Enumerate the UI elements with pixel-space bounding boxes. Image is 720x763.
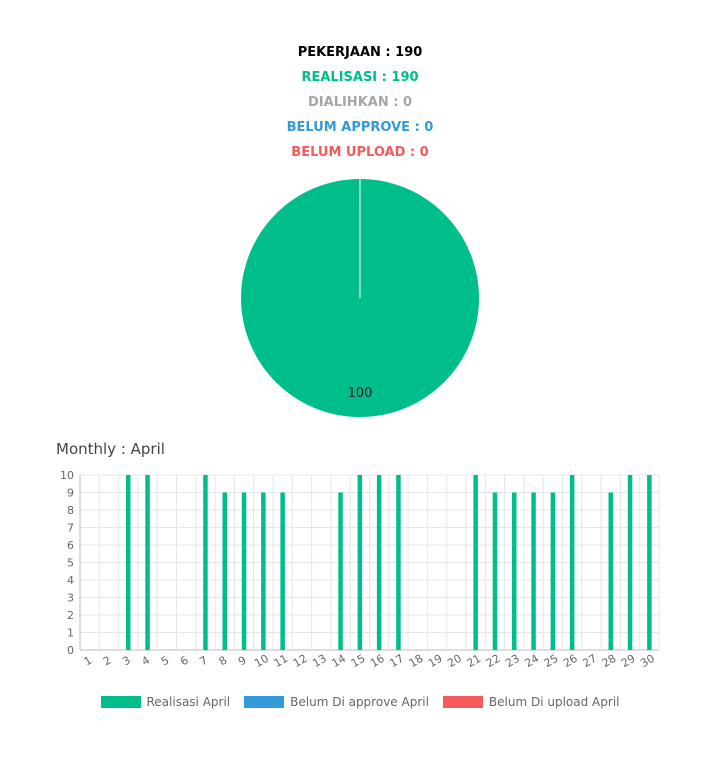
x-tick-label: 19 (426, 652, 445, 670)
y-tick-label: 2 (67, 609, 74, 622)
bar[interactable] (338, 492, 343, 651)
summary-stats: PEKERJAAN : 190 REALISASI : 190 DIALIHKA… (0, 40, 720, 165)
legend-label-realisasi: Realisasi April (146, 695, 231, 709)
x-tick-label: 17 (387, 652, 406, 670)
bar[interactable] (608, 492, 614, 651)
stat-belum-approve: BELUM APPROVE : 0 (286, 120, 434, 135)
bar[interactable] (357, 475, 363, 650)
stat-pekerjaan: PEKERJAAN : 190 (297, 45, 423, 60)
bar[interactable] (126, 475, 131, 650)
x-tick-label: 24 (522, 652, 541, 670)
x-tick-label: 18 (407, 652, 426, 670)
bar[interactable] (531, 492, 536, 651)
x-tick-label: 4 (140, 654, 153, 669)
x-tick-label: 27 (580, 652, 599, 670)
y-tick-label: 1 (67, 627, 74, 640)
pie-slice-label: 100 (348, 386, 373, 401)
legend-item-realisasi[interactable]: Realisasi April (100, 695, 231, 709)
bar[interactable] (261, 492, 266, 651)
y-tick-label: 8 (67, 504, 74, 517)
x-tick-label: 7 (197, 654, 210, 669)
chart-legend: Realisasi April Belum Di approve April B… (0, 695, 720, 709)
bar[interactable] (203, 475, 208, 650)
bar[interactable] (396, 475, 401, 650)
bar[interactable] (376, 475, 382, 650)
bar[interactable] (550, 492, 556, 651)
y-tick-label: 4 (67, 574, 74, 587)
legend-label-belum-upload: Belum Di upload April (488, 695, 620, 709)
legend-label-belum-approve: Belum Di approve April (290, 695, 429, 709)
x-tick-label: 1 (82, 654, 95, 669)
x-tick-label: 21 (465, 652, 484, 670)
bar[interactable] (222, 492, 228, 651)
y-tick-label: 0 (67, 644, 74, 657)
bar[interactable] (512, 492, 517, 651)
x-tick-label: 11 (272, 652, 291, 670)
x-tick-label: 9 (236, 654, 249, 669)
bar[interactable] (492, 492, 498, 651)
y-tick-label: 5 (67, 557, 74, 570)
legend-swatch-belum-approve (244, 696, 285, 708)
monthly-title: Monthly : April (56, 440, 165, 458)
y-tick-label: 6 (67, 539, 74, 552)
x-tick-label: 20 (445, 652, 464, 670)
x-tick-label: 16 (368, 652, 387, 670)
legend-item-belum-upload[interactable]: Belum Di upload April (442, 695, 620, 709)
bar[interactable] (241, 492, 247, 651)
x-tick-label: 26 (561, 652, 580, 670)
x-tick-label: 15 (349, 652, 368, 670)
legend-swatch-realisasi (100, 696, 141, 708)
x-tick-label: 5 (159, 654, 172, 669)
y-tick-label: 3 (67, 592, 74, 605)
x-tick-label: 30 (638, 652, 657, 670)
bar[interactable] (647, 475, 652, 650)
x-tick-label: 22 (484, 652, 503, 670)
bar[interactable] (280, 492, 285, 651)
stat-realisasi: REALISASI : 190 (301, 70, 419, 85)
stat-dialihkan: DIALIHKAN : 0 (308, 95, 412, 110)
bar[interactable] (627, 475, 633, 650)
x-tick-label: 2 (101, 654, 114, 669)
x-tick-label: 28 (600, 652, 619, 670)
x-tick-label: 12 (291, 652, 310, 670)
x-tick-label: 29 (619, 652, 638, 670)
x-tick-label: 25 (542, 652, 561, 670)
y-tick-label: 9 (67, 487, 74, 500)
x-tick-label: 10 (252, 652, 271, 670)
legend-swatch-belum-upload (442, 696, 483, 708)
legend-item-belum-approve[interactable]: Belum Di approve April (244, 695, 429, 709)
x-tick-label: 14 (329, 652, 348, 670)
pie-chart[interactable]: 100 (0, 170, 720, 425)
bar[interactable] (473, 475, 478, 650)
y-tick-label: 10 (60, 469, 74, 482)
x-tick-label: 23 (503, 652, 522, 670)
x-tick-label: 6 (178, 654, 191, 669)
x-tick-label: 3 (120, 654, 133, 669)
x-tick-label: 13 (310, 652, 329, 670)
y-tick-label: 7 (67, 522, 74, 535)
stat-belum-upload: BELUM UPLOAD : 0 (291, 145, 429, 160)
bar[interactable] (145, 475, 150, 650)
x-tick-label: 8 (217, 654, 230, 669)
bar[interactable] (569, 475, 575, 650)
